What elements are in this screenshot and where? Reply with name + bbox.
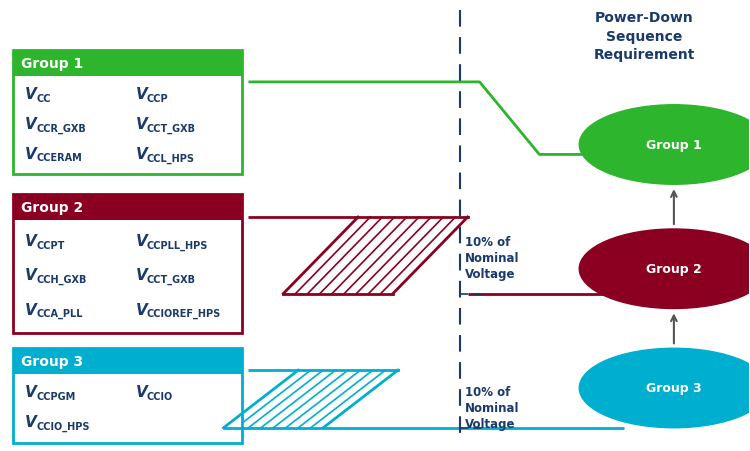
Text: CCL_HPS: CCL_HPS [147,153,195,163]
Text: CCERAM: CCERAM [36,153,82,163]
Text: CCH_GXB: CCH_GXB [36,274,87,285]
FancyBboxPatch shape [13,51,242,175]
Text: Group 2: Group 2 [646,262,702,276]
Text: CCT_GXB: CCT_GXB [147,123,196,133]
Text: V: V [26,117,37,132]
Text: V: V [26,234,37,249]
Text: Group 1: Group 1 [21,57,83,71]
Text: V: V [136,385,148,400]
Text: V: V [136,117,148,132]
Text: V: V [26,87,37,102]
Text: V: V [26,268,37,283]
Text: 10% of
Nominal
Voltage: 10% of Nominal Voltage [465,235,519,281]
FancyBboxPatch shape [13,195,242,221]
Text: CCIO: CCIO [147,391,173,401]
Text: CCIOREF_HPS: CCIOREF_HPS [147,308,221,319]
FancyBboxPatch shape [13,195,242,334]
Text: V: V [136,302,148,317]
Text: V: V [136,147,148,161]
Text: Group 3: Group 3 [646,382,702,395]
Text: Power-Down
Sequence
Requirement: Power-Down Sequence Requirement [593,11,694,62]
Text: V: V [26,302,37,317]
Ellipse shape [579,106,750,185]
Text: V: V [26,385,37,400]
FancyBboxPatch shape [13,51,242,77]
Text: CCPT: CCPT [36,240,64,250]
Ellipse shape [579,230,750,309]
Ellipse shape [579,349,750,428]
Text: CC: CC [36,93,51,104]
FancyBboxPatch shape [13,349,242,374]
Text: CCA_PLL: CCA_PLL [36,308,82,319]
Text: Group 3: Group 3 [21,354,83,368]
Text: Group 1: Group 1 [646,139,702,152]
Text: CCPLL_HPS: CCPLL_HPS [147,240,208,250]
Text: CCT_GXB: CCT_GXB [147,274,196,285]
Text: 10% of
Nominal
Voltage: 10% of Nominal Voltage [465,385,519,430]
Text: V: V [26,414,37,429]
Text: V: V [26,147,37,161]
Text: V: V [136,234,148,249]
Text: Group 2: Group 2 [21,201,83,215]
Text: V: V [136,268,148,283]
Text: V: V [136,87,148,102]
Text: CCIO_HPS: CCIO_HPS [36,421,90,431]
Text: CCP: CCP [147,93,169,104]
Text: CCPGM: CCPGM [36,391,76,401]
FancyBboxPatch shape [13,349,242,443]
Text: CCR_GXB: CCR_GXB [36,123,86,133]
